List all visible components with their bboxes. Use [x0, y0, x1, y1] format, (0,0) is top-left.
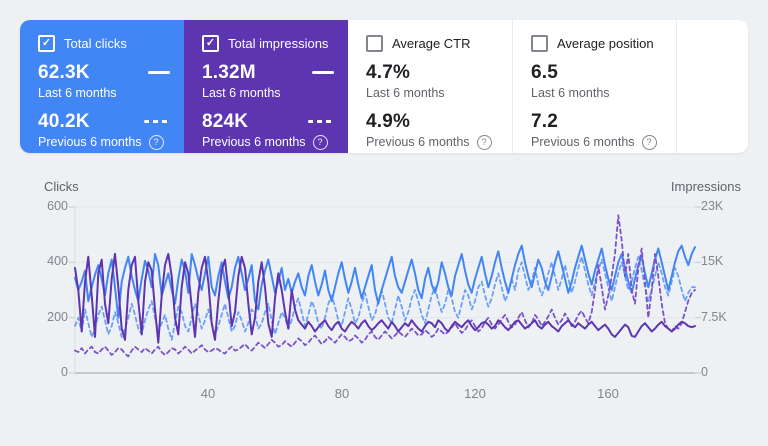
metric-value-previous: 824K — [202, 110, 249, 132]
checkbox-checked-icon[interactable]: ✓ — [38, 34, 55, 52]
metric-period-previous: Previous 6 months ? — [531, 134, 662, 151]
xtick-160: 160 — [597, 386, 619, 401]
left-axis-title: Clicks — [44, 179, 79, 194]
help-icon[interactable]: ? — [148, 135, 164, 150]
checkbox-checked-icon[interactable]: ✓ — [202, 34, 219, 52]
metric-period-current: Last 6 months — [531, 86, 610, 100]
right-ytick-7-5k: 7.5K — [701, 310, 727, 324]
left-ytick-400: 400 — [47, 254, 68, 268]
card-total-clicks[interactable]: ✓ Total clicks 62.3K Last 6 months 40.2K… — [20, 20, 184, 153]
left-ytick-600: 600 — [47, 199, 68, 213]
metric-period-current: Last 6 months — [202, 86, 281, 100]
check-icon: ✓ — [41, 36, 52, 49]
card-total-impressions[interactable]: ✓ Total impressions 1.32M Last 6 months … — [184, 20, 348, 153]
metric-value-current: 62.3K — [38, 61, 90, 83]
metric-period-previous: Previous 6 months ? — [366, 134, 498, 151]
help-icon[interactable]: ? — [476, 135, 492, 150]
metric-value-previous: 4.9% — [366, 110, 411, 132]
metric-value-previous: 7.2 — [531, 110, 559, 132]
card-average-ctr[interactable]: Average CTR 4.7% Last 6 months 4.9% Prev… — [348, 20, 512, 153]
metric-cards-row: ✓ Total clicks 62.3K Last 6 months 40.2K… — [20, 20, 748, 153]
right-ytick-0: 0 — [701, 365, 708, 379]
check-icon: ✓ — [205, 36, 216, 49]
period-label: Previous 6 months — [366, 135, 470, 149]
metric-period-current: Last 6 months — [38, 86, 117, 100]
performance-line-chart[interactable] — [69, 206, 701, 374]
card-average-position[interactable]: Average position 6.5 Last 6 months 7.2 P… — [512, 20, 676, 153]
solid-line-icon — [148, 71, 170, 74]
left-ytick-0: 0 — [61, 365, 68, 379]
left-ytick-200: 200 — [47, 310, 68, 324]
help-icon[interactable]: ? — [312, 135, 328, 150]
xtick-40: 40 — [200, 386, 216, 401]
period-label: Previous 6 months — [38, 135, 142, 149]
metric-value-current: 4.7% — [366, 61, 411, 83]
period-label: Previous 6 months — [202, 135, 306, 149]
xtick-120: 120 — [464, 386, 486, 401]
solid-line-icon — [312, 71, 334, 74]
checkbox-unchecked-icon[interactable] — [366, 34, 383, 52]
metric-period-previous: Previous 6 months ? — [38, 134, 170, 151]
xtick-80: 80 — [334, 386, 350, 401]
cards-row-filler — [676, 20, 748, 153]
card-label: Average CTR — [392, 35, 471, 51]
metric-period-previous: Previous 6 months ? — [202, 134, 334, 151]
right-axis-title: Impressions — [670, 179, 741, 194]
right-ytick-15k: 15K — [701, 254, 724, 268]
card-label: Total clicks — [64, 35, 127, 51]
metric-value-current: 1.32M — [202, 61, 256, 83]
dashed-line-icon — [308, 120, 334, 123]
metric-value-current: 6.5 — [531, 61, 559, 83]
period-label: Previous 6 months — [531, 135, 635, 149]
right-ytick-23k: 23K — [701, 199, 724, 213]
metric-period-current: Last 6 months — [366, 86, 445, 100]
card-label: Total impressions — [228, 35, 329, 51]
card-label: Average position — [557, 35, 654, 51]
help-icon[interactable]: ? — [641, 135, 657, 150]
checkbox-unchecked-icon[interactable] — [531, 34, 548, 52]
dashed-line-icon — [144, 120, 170, 123]
metric-value-previous: 40.2K — [38, 110, 90, 132]
